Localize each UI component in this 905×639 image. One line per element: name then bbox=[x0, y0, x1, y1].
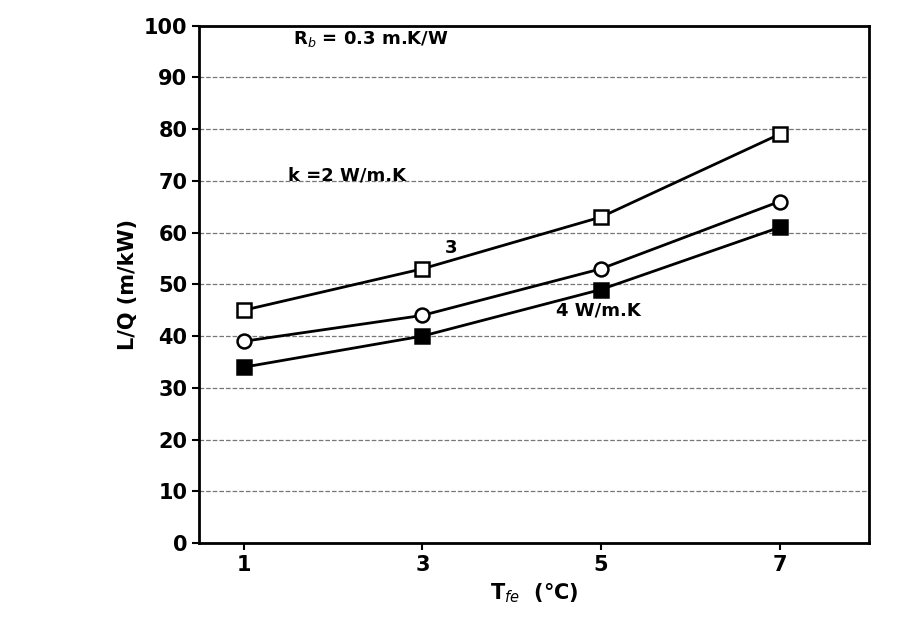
Text: R$_b$ = 0.3 m.K/W: R$_b$ = 0.3 m.K/W bbox=[293, 29, 449, 49]
Text: 3: 3 bbox=[444, 239, 457, 258]
X-axis label: T$_{fe}$  (℃): T$_{fe}$ (℃) bbox=[490, 580, 578, 605]
Text: 4 W/m.K: 4 W/m.K bbox=[557, 302, 641, 320]
Text: k =2 W/m.K: k =2 W/m.K bbox=[289, 167, 406, 185]
Y-axis label: L/Q (m/kW): L/Q (m/kW) bbox=[119, 219, 138, 350]
